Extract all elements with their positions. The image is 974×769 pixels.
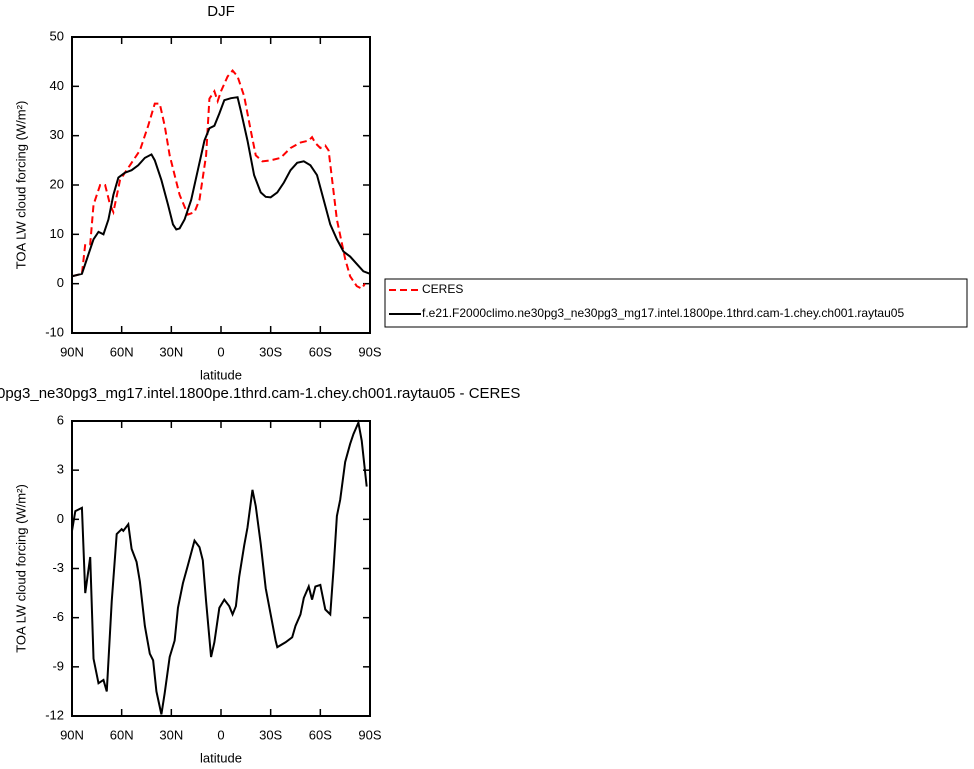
y-tick-label: 20 xyxy=(50,176,64,191)
data-line xyxy=(71,96,371,278)
x-tick-label: 90N xyxy=(60,727,84,742)
x-tick-label: 90S xyxy=(358,344,381,359)
y-tick-label: 0 xyxy=(57,275,64,290)
x-tick-label: 30N xyxy=(159,344,183,359)
legend-box xyxy=(384,278,968,328)
chart-title: 0pg3_ne30pg3_mg17.intel.1800pe.1thrd.cam… xyxy=(0,385,520,402)
y-tick-label: -9 xyxy=(52,658,64,673)
x-tick-label: 60S xyxy=(309,727,332,742)
data-line xyxy=(71,68,366,290)
x-axis-label: latitude xyxy=(200,750,242,765)
legend-label: f.e21.F2000climo.ne30pg3_ne30pg3_mg17.in… xyxy=(422,306,904,320)
x-tick-label: 60N xyxy=(110,344,134,359)
y-tick-label: -10 xyxy=(45,324,64,339)
x-tick-label: 60S xyxy=(309,344,332,359)
y-tick-label: -3 xyxy=(52,560,64,575)
plot-frame xyxy=(71,420,371,717)
x-tick-label: 30S xyxy=(259,727,282,742)
x-axis-label: latitude xyxy=(200,367,242,382)
x-tick-label: 0 xyxy=(217,344,224,359)
data-line xyxy=(71,419,368,715)
y-tick-label: 30 xyxy=(50,127,64,142)
y-tick-label: 0 xyxy=(57,511,64,526)
x-tick-label: 30N xyxy=(159,727,183,742)
y-tick-label: 10 xyxy=(50,226,64,241)
chart-title: DJF xyxy=(207,3,235,20)
y-axis-label: TOA LW cloud forcing (W/m²) xyxy=(13,484,28,653)
x-tick-label: 0 xyxy=(217,727,224,742)
legend-label: CERES xyxy=(422,282,463,296)
y-tick-label: 6 xyxy=(57,412,64,427)
y-tick-label: 40 xyxy=(50,78,64,93)
y-tick-label: -6 xyxy=(52,609,64,624)
x-tick-label: 90N xyxy=(60,344,84,359)
y-tick-label: -12 xyxy=(45,707,64,722)
x-tick-label: 30S xyxy=(259,344,282,359)
plot-frame xyxy=(71,36,371,334)
y-tick-label: 3 xyxy=(57,462,64,477)
y-axis-label: TOA LW cloud forcing (W/m²) xyxy=(13,101,28,270)
x-tick-label: 90S xyxy=(358,727,381,742)
x-tick-label: 60N xyxy=(110,727,134,742)
y-tick-label: 50 xyxy=(50,28,64,43)
